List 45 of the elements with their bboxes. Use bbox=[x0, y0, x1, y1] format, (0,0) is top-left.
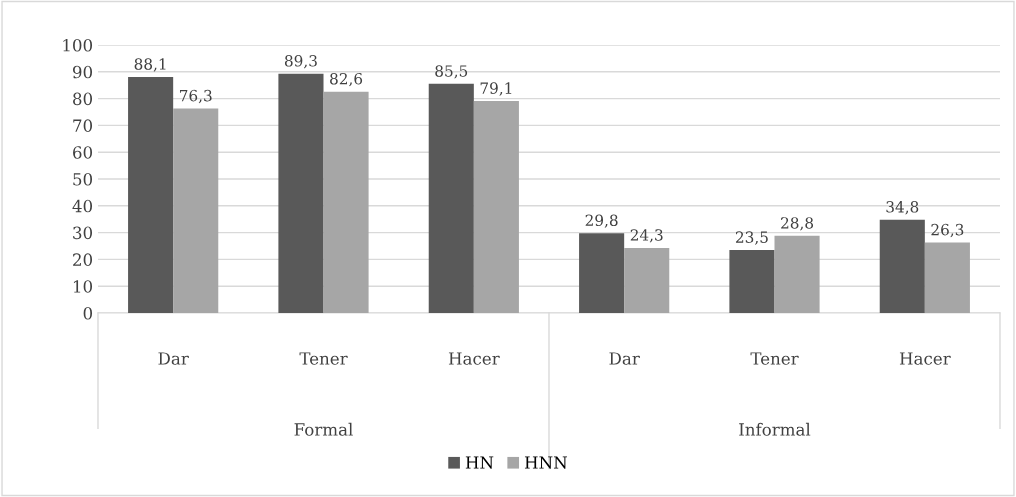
bar bbox=[128, 76, 174, 313]
bar bbox=[173, 108, 219, 313]
bar bbox=[624, 247, 670, 313]
bar bbox=[323, 91, 369, 313]
data-label: 34,8 bbox=[886, 201, 919, 215]
data-label: 85,5 bbox=[435, 65, 468, 79]
data-label: 29,8 bbox=[585, 214, 618, 228]
data-label: 24,3 bbox=[630, 229, 663, 243]
x-tick-label: Hacer bbox=[448, 352, 500, 365]
bar bbox=[729, 250, 775, 313]
bar bbox=[428, 83, 474, 313]
y-tick-label: 20 bbox=[73, 253, 93, 266]
data-label: 88,1 bbox=[134, 58, 166, 72]
y-tick-label: 30 bbox=[73, 226, 93, 240]
bar bbox=[473, 101, 519, 313]
y-tick-label: 50 bbox=[73, 172, 93, 186]
y-tick-label: 0 bbox=[83, 306, 93, 320]
text: Formal bbox=[294, 422, 353, 436]
x-tick-label: Hacer bbox=[899, 352, 951, 365]
y-tick-label: 10 bbox=[73, 280, 93, 293]
y-tick-label: 60 bbox=[73, 146, 93, 159]
data-label: 26,3 bbox=[931, 223, 964, 238]
data-label: 76,3 bbox=[179, 89, 212, 104]
bar bbox=[278, 73, 324, 313]
bar bbox=[924, 242, 970, 313]
y-tick-label: 100 bbox=[63, 38, 93, 52]
y-tick-label: 70 bbox=[73, 119, 93, 132]
data-label: 23,5 bbox=[735, 231, 768, 245]
legend-label: HNN bbox=[524, 456, 568, 469]
data-label: 89,3 bbox=[284, 54, 317, 69]
text: Informal bbox=[739, 422, 811, 436]
data-label: 79,1 bbox=[480, 82, 512, 96]
x-tick-label: Dar bbox=[609, 352, 640, 365]
data-label: 28,8 bbox=[781, 217, 814, 231]
y-tick-label: 40 bbox=[72, 199, 93, 213]
x-tick-label: Tener bbox=[299, 352, 348, 365]
bar bbox=[879, 219, 925, 313]
x-tick-label: Tener bbox=[750, 352, 799, 365]
bar bbox=[579, 233, 625, 313]
legend-label: HN bbox=[465, 456, 494, 469]
data-label: 82,6 bbox=[330, 72, 363, 87]
y-tick-label: 80 bbox=[73, 92, 93, 106]
x-tick-label: Dar bbox=[158, 352, 189, 365]
bar bbox=[774, 235, 820, 313]
y-tick-label: 90 bbox=[72, 65, 93, 79]
